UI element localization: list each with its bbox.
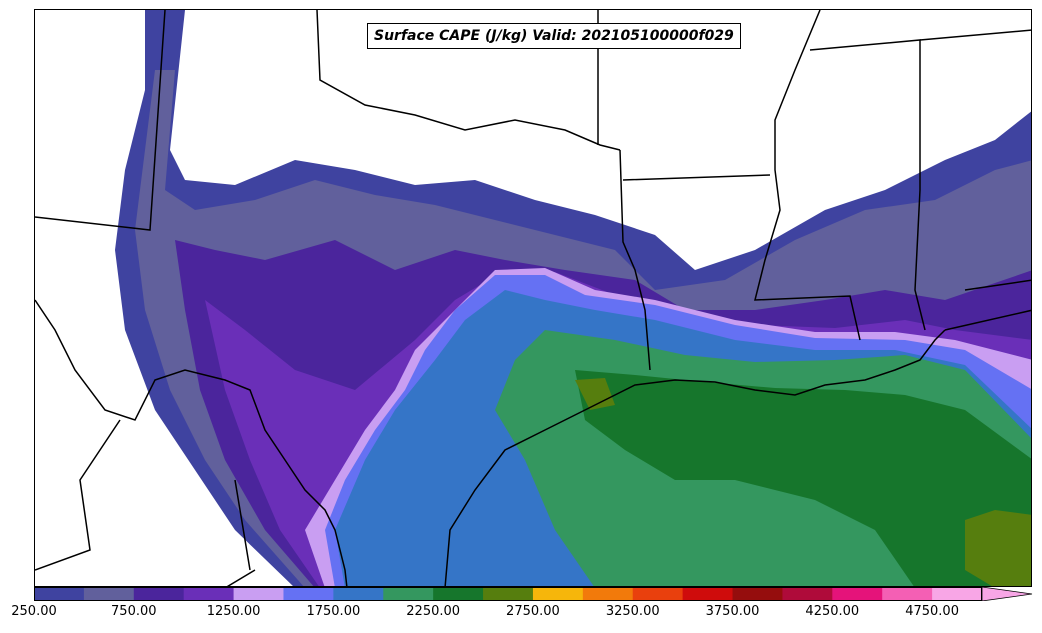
state-border-ok-tx xyxy=(316,10,621,151)
colorbar-segment xyxy=(532,587,584,601)
colorbar-tick-label: 2250.00 xyxy=(406,604,461,619)
gulf-coastline xyxy=(444,329,946,586)
state-border-ms-river xyxy=(754,10,861,341)
colorbar-segment xyxy=(582,587,634,601)
colorbar-segment xyxy=(832,587,883,601)
cape-region-2250 xyxy=(575,370,1031,586)
cape-contours xyxy=(115,10,1031,586)
colorbar-segment xyxy=(383,587,434,601)
colorbar-segment xyxy=(83,587,135,601)
colorbar-segment xyxy=(483,587,534,601)
colorbar-tick-label: 2750.00 xyxy=(506,604,560,619)
state-border-fl xyxy=(944,279,1031,331)
colorbar-tick-label: 750.00 xyxy=(111,604,157,619)
colorbar-segment xyxy=(233,587,284,601)
colorbar-segment xyxy=(732,587,783,601)
colorbar-tick-label: 1250.00 xyxy=(206,604,261,619)
colorbar-tick-label: 3750.00 xyxy=(705,604,760,619)
colorbar-ticks: 250.00 750.00 1250.00 1750.00 2250.00 2750.00… xyxy=(0,604,1042,630)
boundaries xyxy=(35,10,1031,586)
cape-region-2500-b xyxy=(575,378,615,410)
cape-map-svg xyxy=(35,10,1031,586)
colorbar-tick-label: 1750.00 xyxy=(306,604,361,619)
colorbar-segment xyxy=(283,587,334,601)
colorbar-segment xyxy=(632,587,684,601)
colorbar-segment xyxy=(882,587,933,601)
rio-grande-border xyxy=(35,299,348,586)
state-border-tx-la xyxy=(619,149,651,371)
colorbar-tick-label: 3250.00 xyxy=(605,604,660,619)
colorbar-segment xyxy=(682,587,734,601)
colorbar xyxy=(34,587,1033,601)
colorbar-frame xyxy=(34,587,982,601)
map-title: Surface CAPE (J/kg) Valid: 202105100000f… xyxy=(367,23,741,49)
colorbar-segment xyxy=(133,587,185,601)
mexico-state-lines xyxy=(35,419,256,586)
state-border-ms-al xyxy=(809,39,926,331)
colorbar-extend-arrow xyxy=(981,587,1033,601)
colorbar-tick-label: 250.00 xyxy=(11,604,57,619)
colorbar-segment xyxy=(34,587,85,601)
cape-map: Surface CAPE (J/kg) Valid: 202105100000f… xyxy=(34,9,1032,587)
cape-region-2500 xyxy=(965,510,1031,586)
colorbar-segment xyxy=(433,587,484,601)
colorbar-segment xyxy=(183,587,235,601)
colorbar-segment xyxy=(932,587,983,601)
state-border-nm-tx xyxy=(35,10,166,231)
colorbar-segment xyxy=(333,587,384,601)
colorbar-tick-label: 4750.00 xyxy=(905,604,959,619)
colorbar-segment xyxy=(782,587,833,601)
colorbar-tick-label: 4250.00 xyxy=(805,604,860,619)
state-border-al-ga xyxy=(919,29,1031,41)
